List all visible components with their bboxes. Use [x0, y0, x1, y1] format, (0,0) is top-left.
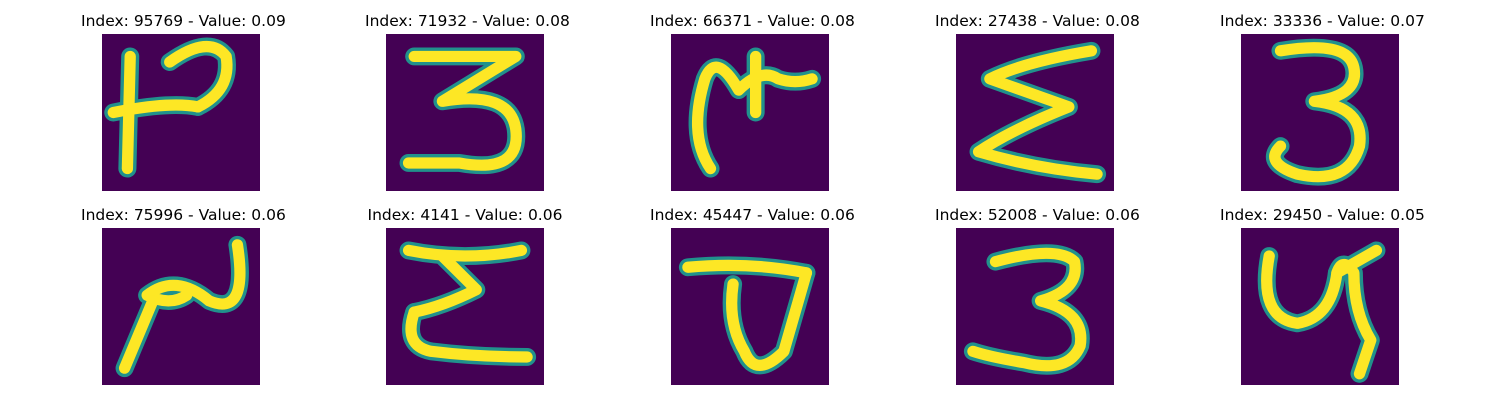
character-image — [1241, 228, 1399, 385]
character-image — [956, 34, 1114, 191]
panel-title: Index: 52008 - Value: 0.06 — [935, 206, 1140, 224]
panel-title: Index: 66371 - Value: 0.08 — [650, 12, 855, 30]
panel-title: Index: 27438 - Value: 0.08 — [935, 12, 1140, 30]
panel-title: Index: 71932 - Value: 0.08 — [365, 12, 570, 30]
panel-title: Index: 4141 - Value: 0.06 — [367, 206, 563, 224]
panel-title: Index: 95769 - Value: 0.09 — [81, 12, 286, 30]
character-image — [671, 34, 829, 191]
panel-title: Index: 29450 - Value: 0.05 — [1220, 206, 1425, 224]
character-image — [671, 228, 829, 385]
character-image — [102, 228, 260, 385]
character-image — [1241, 34, 1399, 191]
character-image — [386, 34, 544, 191]
character-image — [956, 228, 1114, 385]
panel-title: Index: 33336 - Value: 0.07 — [1220, 12, 1425, 30]
panel-title: Index: 75996 - Value: 0.06 — [81, 206, 286, 224]
panel-title: Index: 45447 - Value: 0.06 — [650, 206, 855, 224]
character-image — [102, 34, 260, 191]
character-image — [386, 228, 544, 385]
